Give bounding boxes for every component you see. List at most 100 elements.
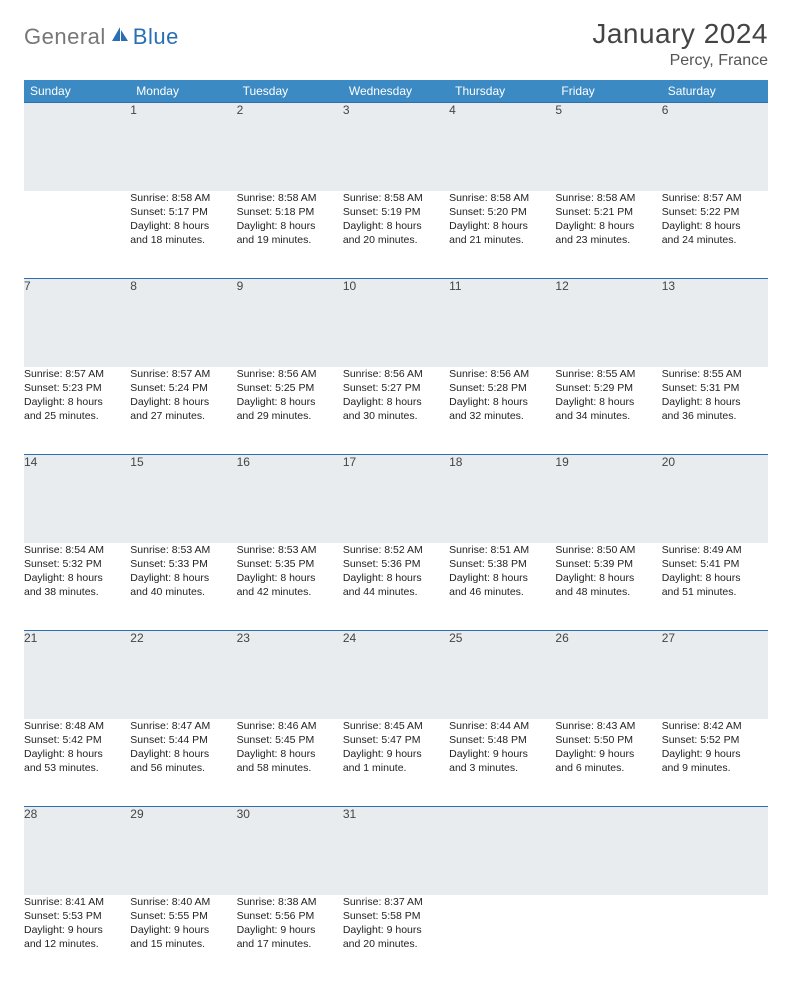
day-detail-line: Sunset: 5:50 PM	[555, 733, 661, 747]
day-number-row: 28293031	[24, 807, 768, 895]
day-detail-line: and 6 minutes.	[555, 761, 661, 775]
day-number-cell: 28	[24, 807, 130, 895]
day-number-cell: 5	[555, 103, 661, 191]
day-detail-line: Daylight: 9 hours	[130, 923, 236, 937]
day-detail-row: Sunrise: 8:48 AMSunset: 5:42 PMDaylight:…	[24, 719, 768, 807]
day-number-cell	[662, 807, 768, 895]
day-detail-line: Sunset: 5:23 PM	[24, 381, 130, 395]
day-number-cell	[24, 103, 130, 191]
day-detail-line: Sunrise: 8:50 AM	[555, 543, 661, 557]
day-detail-line: Sunset: 5:44 PM	[130, 733, 236, 747]
location: Percy, France	[592, 52, 768, 70]
day-detail-cell: Sunrise: 8:55 AMSunset: 5:31 PMDaylight:…	[662, 367, 768, 455]
day-detail-line: Daylight: 8 hours	[662, 219, 768, 233]
day-detail-line: Daylight: 8 hours	[662, 571, 768, 585]
day-detail-cell: Sunrise: 8:53 AMSunset: 5:33 PMDaylight:…	[130, 543, 236, 631]
day-detail-line: and 36 minutes.	[662, 409, 768, 423]
day-detail-line: and 12 minutes.	[24, 937, 130, 951]
day-detail-line: Sunrise: 8:38 AM	[237, 895, 343, 909]
day-number-cell	[449, 807, 555, 895]
day-number-cell: 26	[555, 631, 661, 719]
day-detail-line: and 38 minutes.	[24, 585, 130, 599]
day-detail-line: Sunset: 5:33 PM	[130, 557, 236, 571]
day-detail-cell	[449, 895, 555, 983]
day-detail-cell: Sunrise: 8:58 AMSunset: 5:21 PMDaylight:…	[555, 191, 661, 279]
day-number-row: 21222324252627	[24, 631, 768, 719]
day-detail-line: and 56 minutes.	[130, 761, 236, 775]
day-detail-cell: Sunrise: 8:42 AMSunset: 5:52 PMDaylight:…	[662, 719, 768, 807]
day-detail-cell: Sunrise: 8:56 AMSunset: 5:28 PMDaylight:…	[449, 367, 555, 455]
day-number-cell: 30	[237, 807, 343, 895]
day-detail-line: Daylight: 8 hours	[237, 395, 343, 409]
day-detail-line: Sunrise: 8:54 AM	[24, 543, 130, 557]
day-detail-cell: Sunrise: 8:58 AMSunset: 5:20 PMDaylight:…	[449, 191, 555, 279]
day-detail-line: and 44 minutes.	[343, 585, 449, 599]
day-detail-line: Sunset: 5:18 PM	[237, 205, 343, 219]
day-detail-line: and 48 minutes.	[555, 585, 661, 599]
day-number-cell: 9	[237, 279, 343, 367]
day-detail-line: Sunset: 5:48 PM	[449, 733, 555, 747]
logo-part1: General	[24, 24, 106, 49]
day-number-cell: 4	[449, 103, 555, 191]
weekday-header: Wednesday	[343, 80, 449, 103]
day-detail-line: Daylight: 8 hours	[343, 571, 449, 585]
day-detail-line: Daylight: 9 hours	[555, 747, 661, 761]
day-number-row: 78910111213	[24, 279, 768, 367]
day-number-cell: 11	[449, 279, 555, 367]
day-number-cell: 1	[130, 103, 236, 191]
day-detail-line: Sunset: 5:24 PM	[130, 381, 236, 395]
day-detail-line: Daylight: 8 hours	[555, 219, 661, 233]
day-number-cell: 3	[343, 103, 449, 191]
day-detail-line: and 3 minutes.	[449, 761, 555, 775]
day-detail-line: and 27 minutes.	[130, 409, 236, 423]
day-detail-cell	[662, 895, 768, 983]
day-detail-line: Sunrise: 8:55 AM	[662, 367, 768, 381]
day-detail-line: Daylight: 8 hours	[343, 395, 449, 409]
day-number-cell: 18	[449, 455, 555, 543]
title-block: January 2024 Percy, France	[592, 18, 768, 70]
day-number-cell: 31	[343, 807, 449, 895]
day-detail-line: Sunset: 5:47 PM	[343, 733, 449, 747]
logo: General Blue	[24, 24, 179, 50]
day-detail-line: Sunrise: 8:40 AM	[130, 895, 236, 909]
day-detail-line: Daylight: 9 hours	[662, 747, 768, 761]
day-detail-line: Sunrise: 8:57 AM	[24, 367, 130, 381]
day-detail-line: Sunset: 5:56 PM	[237, 909, 343, 923]
day-detail-row: Sunrise: 8:57 AMSunset: 5:23 PMDaylight:…	[24, 367, 768, 455]
day-detail-line: Sunset: 5:38 PM	[449, 557, 555, 571]
day-detail-line: Sunset: 5:35 PM	[237, 557, 343, 571]
day-detail-line: and 29 minutes.	[237, 409, 343, 423]
day-detail-line: Sunset: 5:28 PM	[449, 381, 555, 395]
logo-text2: Blue	[133, 24, 179, 50]
day-detail-cell: Sunrise: 8:53 AMSunset: 5:35 PMDaylight:…	[237, 543, 343, 631]
day-detail-line: Daylight: 8 hours	[24, 395, 130, 409]
day-detail-line: Sunset: 5:29 PM	[555, 381, 661, 395]
day-detail-row: Sunrise: 8:58 AMSunset: 5:17 PMDaylight:…	[24, 191, 768, 279]
day-detail-line: Sunrise: 8:58 AM	[237, 191, 343, 205]
day-detail-line: Sunset: 5:58 PM	[343, 909, 449, 923]
day-detail-cell: Sunrise: 8:58 AMSunset: 5:19 PMDaylight:…	[343, 191, 449, 279]
day-number-cell: 6	[662, 103, 768, 191]
day-detail-line: Sunrise: 8:56 AM	[237, 367, 343, 381]
day-detail-line: Sunrise: 8:47 AM	[130, 719, 236, 733]
weekday-header: Sunday	[24, 80, 130, 103]
day-detail-cell: Sunrise: 8:37 AMSunset: 5:58 PMDaylight:…	[343, 895, 449, 983]
day-detail-line: Sunrise: 8:49 AM	[662, 543, 768, 557]
day-detail-cell: Sunrise: 8:48 AMSunset: 5:42 PMDaylight:…	[24, 719, 130, 807]
day-detail-line: and 24 minutes.	[662, 233, 768, 247]
day-detail-line: Daylight: 9 hours	[449, 747, 555, 761]
day-number-row: 14151617181920	[24, 455, 768, 543]
day-detail-line: Sunrise: 8:44 AM	[449, 719, 555, 733]
day-detail-line: and 23 minutes.	[555, 233, 661, 247]
weekday-header: Friday	[555, 80, 661, 103]
weekday-header: Thursday	[449, 80, 555, 103]
weekday-header: Tuesday	[237, 80, 343, 103]
day-detail-line: and 1 minute.	[343, 761, 449, 775]
day-detail-line: Sunrise: 8:57 AM	[130, 367, 236, 381]
day-detail-line: and 30 minutes.	[343, 409, 449, 423]
day-detail-line: Sunrise: 8:58 AM	[130, 191, 236, 205]
day-detail-line: Sunrise: 8:57 AM	[662, 191, 768, 205]
day-detail-line: Daylight: 8 hours	[24, 747, 130, 761]
day-detail-line: Sunrise: 8:56 AM	[449, 367, 555, 381]
day-detail-cell: Sunrise: 8:38 AMSunset: 5:56 PMDaylight:…	[237, 895, 343, 983]
